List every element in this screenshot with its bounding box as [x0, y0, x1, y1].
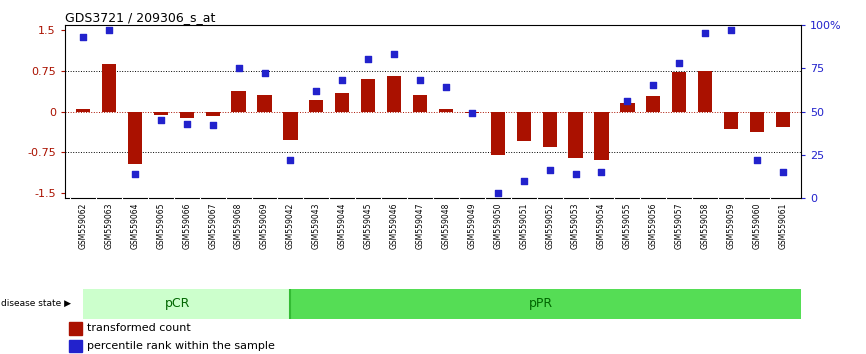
Bar [179, 112, 194, 118]
Point [361, 57, 375, 62]
Bar [83, 289, 290, 319]
Point [646, 82, 660, 88]
Point [569, 171, 583, 177]
Bar [517, 112, 531, 141]
Text: GSM559056: GSM559056 [649, 203, 658, 249]
Text: GDS3721 / 209306_s_at: GDS3721 / 209306_s_at [65, 11, 216, 24]
Bar [750, 112, 764, 132]
Text: GSM559048: GSM559048 [442, 203, 450, 249]
Text: transformed count: transformed count [87, 323, 191, 333]
Text: GSM559045: GSM559045 [364, 203, 372, 249]
Point [491, 190, 505, 196]
Text: GSM559043: GSM559043 [312, 203, 321, 249]
Point [257, 70, 271, 76]
Bar [646, 96, 661, 112]
Bar [102, 64, 116, 112]
Text: GSM559049: GSM559049 [468, 203, 476, 249]
Bar [128, 112, 142, 164]
Bar [309, 99, 324, 112]
Text: GSM559066: GSM559066 [182, 203, 191, 249]
Point [309, 88, 323, 93]
Text: GSM559067: GSM559067 [208, 203, 217, 249]
Text: disease state ▶: disease state ▶ [1, 299, 71, 308]
Point [724, 27, 738, 33]
Text: GSM559057: GSM559057 [675, 203, 684, 249]
Bar [68, 340, 82, 352]
Text: GSM559050: GSM559050 [494, 203, 502, 249]
Point [128, 171, 142, 177]
Point [750, 157, 764, 163]
Text: GSM559063: GSM559063 [105, 203, 113, 249]
Text: GSM559047: GSM559047 [416, 203, 424, 249]
Point [672, 60, 686, 66]
Bar [283, 112, 298, 140]
Text: GSM559065: GSM559065 [157, 203, 165, 249]
Bar [542, 112, 557, 147]
Text: GSM559051: GSM559051 [520, 203, 528, 249]
Point [698, 30, 712, 36]
Point [387, 51, 401, 57]
Text: GSM559059: GSM559059 [727, 203, 735, 249]
Point [543, 168, 557, 173]
Point [517, 178, 531, 184]
Text: GSM559052: GSM559052 [545, 203, 554, 249]
Bar [76, 109, 90, 112]
Text: GSM559046: GSM559046 [390, 203, 398, 249]
Bar [257, 95, 272, 112]
Bar [335, 92, 349, 112]
Point [620, 98, 634, 104]
Bar [465, 112, 479, 113]
Bar [724, 112, 738, 130]
Text: GSM559064: GSM559064 [131, 203, 139, 249]
Text: GSM559042: GSM559042 [286, 203, 295, 249]
Bar [361, 79, 375, 112]
Point [439, 84, 453, 90]
Bar [290, 289, 809, 319]
Text: GSM559055: GSM559055 [623, 203, 632, 249]
Point [595, 170, 609, 175]
Text: GSM559062: GSM559062 [79, 203, 87, 249]
Text: GSM559060: GSM559060 [753, 203, 761, 249]
Bar [568, 112, 583, 158]
Bar [413, 95, 427, 112]
Text: GSM559069: GSM559069 [260, 203, 269, 249]
Bar [776, 112, 790, 127]
Text: GSM559053: GSM559053 [571, 203, 580, 249]
Text: percentile rank within the sample: percentile rank within the sample [87, 341, 275, 351]
Text: pPR: pPR [528, 297, 553, 310]
Text: GSM559061: GSM559061 [779, 203, 787, 249]
Point [206, 122, 220, 128]
Point [776, 170, 790, 175]
Text: GSM559044: GSM559044 [338, 203, 346, 249]
Text: GSM559068: GSM559068 [234, 203, 243, 249]
Text: GSM559058: GSM559058 [701, 203, 709, 249]
Point [413, 78, 427, 83]
Bar [698, 71, 712, 112]
Point [465, 110, 479, 116]
Bar [68, 322, 82, 335]
Bar [491, 112, 505, 155]
Bar [387, 76, 401, 112]
Point [180, 121, 194, 126]
Point [283, 157, 297, 163]
Bar [620, 103, 635, 112]
Point [232, 65, 246, 71]
Bar [231, 91, 246, 112]
Text: GSM559054: GSM559054 [597, 203, 606, 249]
Bar [672, 72, 687, 112]
Point [154, 118, 168, 123]
Bar [594, 112, 609, 160]
Bar [439, 109, 453, 112]
Point [335, 78, 349, 83]
Point [102, 27, 116, 33]
Text: pCR: pCR [165, 297, 191, 310]
Bar [205, 112, 220, 116]
Point [76, 34, 90, 40]
Bar [154, 112, 168, 115]
